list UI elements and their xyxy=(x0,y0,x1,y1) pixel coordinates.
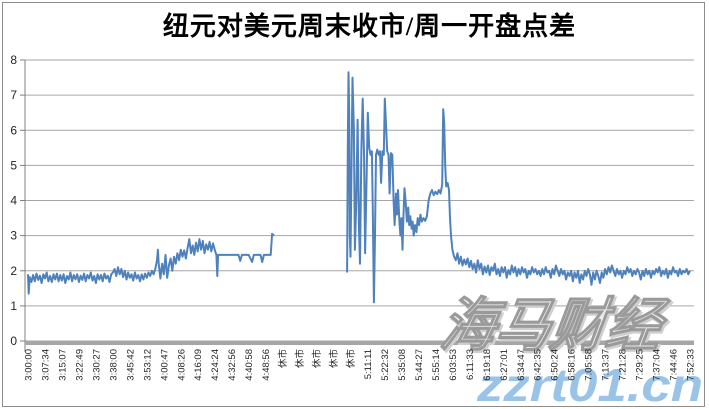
brand-watermark-shadow: 海马财经 xyxy=(438,295,673,360)
x-tick-label: 3:30:27 xyxy=(91,349,102,381)
y-tick-label: 5 xyxy=(10,158,17,172)
x-tick-label: 7:13:37 xyxy=(601,349,612,381)
x-tick-label: 4:08:26 xyxy=(176,349,187,381)
x-tick-label: 6:42:35 xyxy=(533,349,544,381)
x-tick-label: 3:22:49 xyxy=(74,349,85,381)
y-tick-label: 0 xyxy=(10,334,17,348)
y-tick-label: 1 xyxy=(10,299,17,313)
x-tick-label: 6:27:01 xyxy=(499,349,510,381)
x-tick-label: 7:29:25 xyxy=(635,349,646,381)
x-tick-label: 7:52:33 xyxy=(686,349,697,381)
x-tick-label: 6:58:16 xyxy=(567,349,578,381)
series-line xyxy=(346,71,691,304)
series-line xyxy=(27,232,275,295)
x-tick-label: 5:11:11 xyxy=(363,349,374,379)
x-tick-label: 休市 xyxy=(311,349,323,369)
x-tick-label: 3:38:00 xyxy=(108,349,119,381)
x-tick-label: 4:48:56 xyxy=(261,349,272,381)
x-tick-label: 3:53:12 xyxy=(142,349,153,381)
x-tick-label: 3:07:34 xyxy=(40,349,51,381)
chart-title: 纽元对美元周末收市/周一开盘点差 xyxy=(162,12,577,41)
x-tick-label: 7:21:28 xyxy=(618,349,629,381)
x-tick-label: 4:40:58 xyxy=(244,349,255,381)
x-tick-label: 休市 xyxy=(277,349,289,369)
x-tick-label: 7:05:58 xyxy=(584,349,595,381)
x-tick-label: 4:24:24 xyxy=(210,349,221,381)
x-tick-label: 4:32:56 xyxy=(227,349,238,381)
x-tick-label: 3:45:42 xyxy=(125,349,136,381)
x-tick-label: 4:00:47 xyxy=(159,349,170,381)
x-tick-label: 3:00:00 xyxy=(24,349,35,381)
x-tick-label: 5:55:14 xyxy=(431,349,442,381)
y-tick-label: 6 xyxy=(10,123,17,137)
x-tick-label: 休市 xyxy=(328,349,340,369)
y-tick-label: 8 xyxy=(10,53,17,67)
brand-watermark: 海马财经 xyxy=(437,293,672,358)
x-tick-label: 6:34:47 xyxy=(516,349,527,381)
y-tick-label: 4 xyxy=(10,194,17,208)
x-tick-label: 3:15:07 xyxy=(57,349,68,381)
y-tick-label: 7 xyxy=(10,88,17,102)
x-tick-label: 6:11:33 xyxy=(465,349,476,380)
y-tick-label: 2 xyxy=(10,264,17,278)
x-axis-bar xyxy=(25,341,694,345)
x-tick-label: 休市 xyxy=(345,349,357,369)
url-watermark: zzrt01.cn xyxy=(476,359,703,409)
x-tick-label: 6:50:24 xyxy=(550,349,561,381)
y-tick-label: 3 xyxy=(10,229,17,243)
x-tick-label: 7:44:46 xyxy=(669,349,680,381)
x-tick-label: 6:19:18 xyxy=(482,349,493,381)
x-tick-label: 5:35:08 xyxy=(397,349,408,381)
x-tick-label: 7:37:04 xyxy=(652,349,663,381)
x-tick-label: 4:16:09 xyxy=(193,349,204,381)
x-tick-label: 6:03:53 xyxy=(448,349,459,381)
x-tick-label: 休市 xyxy=(294,349,306,369)
x-tick-label: 5:22:32 xyxy=(380,349,391,381)
x-tick-label: 5:44:27 xyxy=(414,349,425,381)
